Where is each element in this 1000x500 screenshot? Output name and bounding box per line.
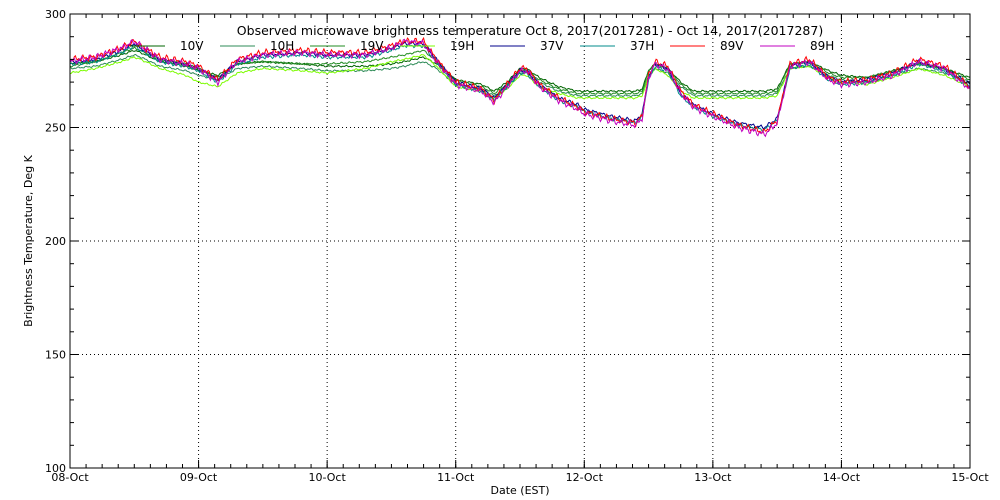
x-tick-label: 09-Oct: [180, 471, 218, 484]
legend-label-37h: 37H: [630, 39, 654, 53]
x-tick-label: 08-Oct: [51, 471, 89, 484]
series-line-19h: [70, 53, 971, 100]
axis-ticks: [69, 13, 971, 469]
y-tick-label: 150: [45, 349, 66, 362]
legend-label-89v: 89V: [720, 39, 744, 53]
tick-labels: 100 150 200 250 300 08-Oct 09-Oct 10-Oct 11-Oct 1…: [45, 8, 989, 484]
y-axis-label: Brightness Temperature, Deg K: [22, 154, 35, 326]
y-tick-label: 300: [45, 8, 66, 21]
series-line-37v: [69, 40, 971, 130]
legend-label-10v: 10V: [180, 39, 204, 53]
y-tick-label: 250: [45, 122, 66, 135]
legend-label-89h: 89H: [810, 39, 834, 53]
x-tick-label: 13-Oct: [694, 471, 732, 484]
series-lines: [69, 36, 971, 138]
series-line-89h: [69, 38, 971, 138]
x-tick-label: 12-Oct: [566, 471, 604, 484]
x-axis-label: Date (EST): [490, 484, 549, 497]
chart-title: Observed microwave brightness temperatur…: [237, 23, 823, 38]
y-tick-label: 100: [45, 462, 66, 475]
legend-label-19h: 19H: [450, 39, 474, 53]
legend-label-19v: 19V: [360, 39, 384, 53]
legend-label-10h: 10H: [270, 39, 294, 53]
x-tick-label: 15-Oct: [951, 471, 989, 484]
x-tick-label: 10-Oct: [308, 471, 346, 484]
series-line-89v: [69, 36, 971, 134]
y-tick-label: 200: [45, 235, 66, 248]
x-tick-label: 11-Oct: [437, 471, 475, 484]
x-tick-label: 14-Oct: [823, 471, 861, 484]
series-line-37h: [69, 43, 971, 132]
legend-label-37v: 37V: [540, 39, 564, 53]
legend: 10V 10H 19V 19H 37V 37H 89V 89H: [130, 39, 834, 53]
